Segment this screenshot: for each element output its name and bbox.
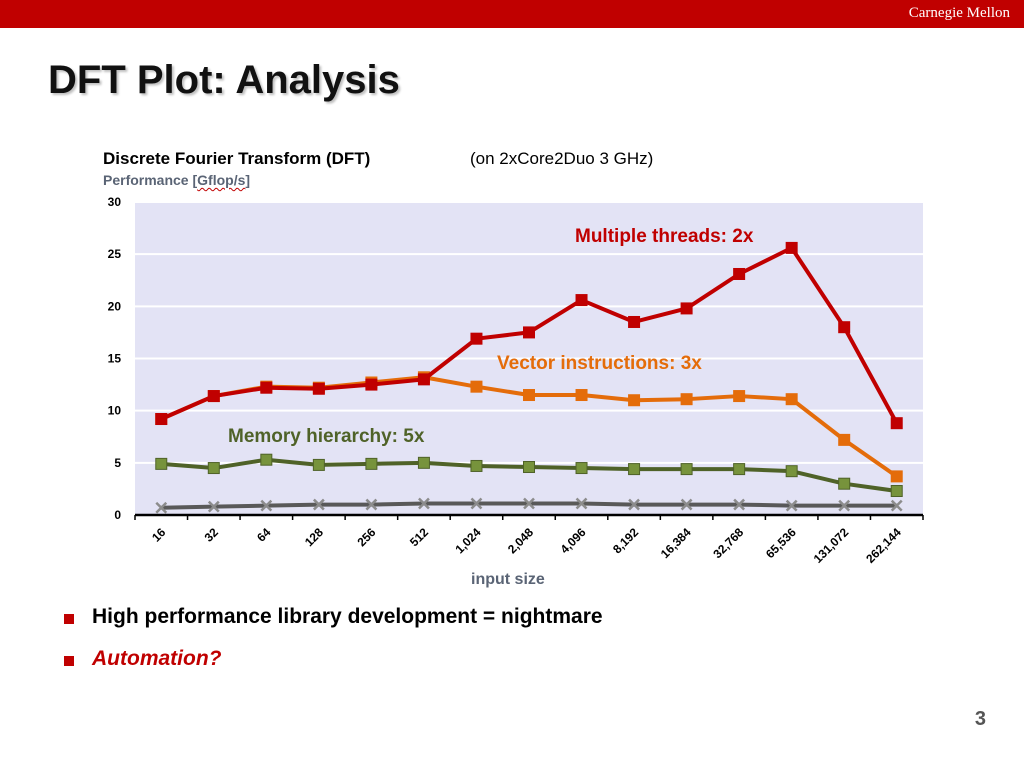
data-point xyxy=(838,477,851,490)
chart-subtitle: (on 2xCore2Duo 3 GHz) xyxy=(470,149,654,168)
data-point xyxy=(680,302,693,315)
data-point xyxy=(523,326,535,339)
y-tick-label: 15 xyxy=(108,352,122,366)
data-point xyxy=(733,390,746,403)
data-point xyxy=(890,485,903,498)
x-tick-label: 2,048 xyxy=(505,525,536,556)
data-point xyxy=(890,417,903,430)
data-point xyxy=(838,433,851,446)
y-tick-label: 0 xyxy=(114,508,121,522)
data-point xyxy=(680,498,693,511)
data-point xyxy=(312,458,325,471)
y-axis-unit: Gflop/s xyxy=(197,172,246,188)
chart-title: Discrete Fourier Transform (DFT) xyxy=(103,149,371,168)
data-point xyxy=(207,390,220,403)
data-point xyxy=(155,501,168,514)
data-point xyxy=(312,498,325,511)
data-point xyxy=(890,470,903,483)
data-point xyxy=(733,267,746,280)
data-point xyxy=(417,456,430,469)
data-point xyxy=(365,378,378,391)
data-point xyxy=(207,500,220,513)
data-point xyxy=(575,294,588,307)
data-point xyxy=(207,462,220,475)
y-tick-label: 10 xyxy=(108,404,122,418)
x-tick-label: 8,192 xyxy=(610,525,641,556)
data-point xyxy=(260,453,273,466)
data-point xyxy=(575,389,588,402)
data-point xyxy=(260,499,273,512)
x-tick-label: 65,536 xyxy=(763,525,799,561)
y-axis-label-suffix: ] xyxy=(245,172,251,188)
data-point xyxy=(575,462,588,475)
x-axis-label: input size xyxy=(471,571,545,588)
bullet-square-icon xyxy=(64,614,74,624)
dft-performance-chart: 0 5 10 15 20 25 30 16 32 64 128 256 512 1,024 2,048 4,0… xyxy=(108,195,924,566)
data-point xyxy=(470,332,483,345)
y-tick-label: 25 xyxy=(108,247,122,261)
x-tick-label: 32 xyxy=(202,525,222,545)
x-tick-label: 4,096 xyxy=(558,525,589,556)
header-bar: Carnegie Mellon xyxy=(0,0,1024,28)
bullet-text: Automation? xyxy=(92,647,222,670)
data-point xyxy=(680,393,693,406)
data-point xyxy=(628,498,640,511)
bullet-text: High performance library development = n… xyxy=(92,605,603,628)
data-point xyxy=(418,497,430,510)
data-point xyxy=(312,382,325,395)
data-point xyxy=(733,463,746,476)
data-point xyxy=(155,457,168,470)
data-point xyxy=(838,321,851,334)
data-point xyxy=(155,413,168,426)
y-axis-label-prefix: Performance [ xyxy=(103,172,198,188)
x-tick-label: 128 xyxy=(302,525,326,549)
x-tick-label: 262,144 xyxy=(863,525,904,566)
institution-name: Carnegie Mellon xyxy=(908,5,1010,21)
y-tick-label: 30 xyxy=(108,195,122,209)
data-point xyxy=(733,498,746,511)
data-point xyxy=(260,381,273,394)
x-tick-label: 1,024 xyxy=(452,525,483,556)
bullet-list: High performance library development = n… xyxy=(64,604,603,688)
data-point xyxy=(628,463,641,476)
data-point xyxy=(365,457,378,470)
data-point xyxy=(523,389,535,402)
data-point xyxy=(680,463,693,476)
data-point xyxy=(523,461,535,474)
x-tick-label: 64 xyxy=(254,525,274,545)
page-number: 3 xyxy=(974,708,986,730)
data-point xyxy=(785,393,798,406)
x-tick-label: 32,768 xyxy=(710,525,746,561)
series-annotation: Vector instructions: 3x xyxy=(497,353,702,374)
slide-title: DFT Plot: Analysis xyxy=(48,58,400,102)
bullet-item: Automation? xyxy=(64,646,603,688)
y-axis-label: Performance [Gflop/s] xyxy=(103,172,250,188)
data-point xyxy=(628,315,641,328)
data-point xyxy=(785,499,798,512)
bullet-square-icon xyxy=(64,656,74,666)
series-annotation: Multiple threads: 2x xyxy=(575,226,754,247)
x-tick-label: 131,072 xyxy=(811,525,852,566)
x-tick-label: 256 xyxy=(354,525,378,549)
y-tick-label: 20 xyxy=(108,299,122,313)
data-point xyxy=(785,465,798,478)
x-tick-label: 16,384 xyxy=(658,525,694,561)
data-point xyxy=(575,497,588,510)
data-point xyxy=(470,459,483,472)
data-point xyxy=(628,394,641,407)
x-tick-label: 16 xyxy=(149,525,169,545)
bullet-item: High performance library development = n… xyxy=(64,604,603,646)
data-point xyxy=(365,498,378,511)
y-tick-label: 5 xyxy=(114,456,121,470)
data-point xyxy=(417,373,430,386)
data-point xyxy=(890,499,903,512)
data-point xyxy=(470,380,483,393)
data-point xyxy=(470,497,483,510)
x-tick-label: 512 xyxy=(407,525,431,549)
data-point xyxy=(838,499,851,512)
series-annotation: Memory hierarchy: 5x xyxy=(228,426,425,447)
data-point xyxy=(785,241,798,254)
data-point xyxy=(523,497,535,510)
